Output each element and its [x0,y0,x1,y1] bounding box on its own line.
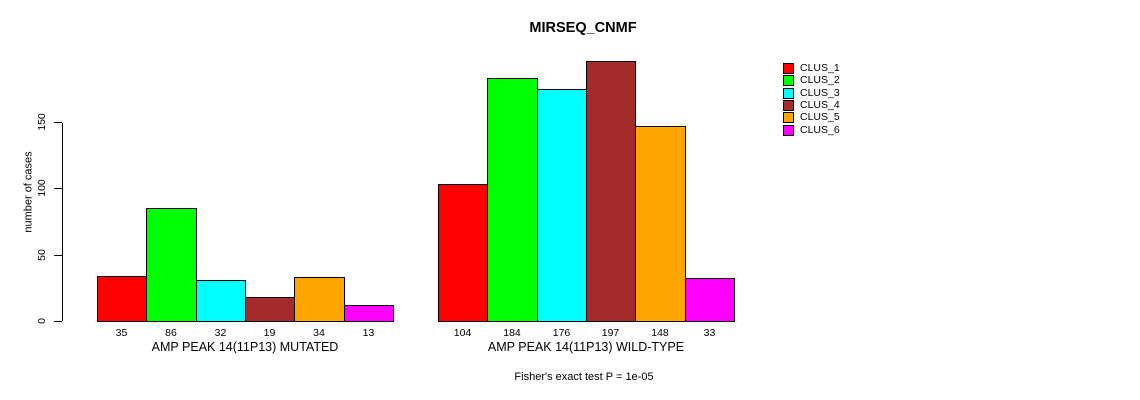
bar-value-label: 197 [601,327,620,339]
group-axis-label: AMP PEAK 14(11P13) WILD-TYPE [487,340,685,354]
legend-label-clus_2: CLUS_2 [800,74,840,87]
y-tick [54,321,62,322]
legend-swatch-clus_1 [783,63,794,74]
bar-value-label: 34 [313,327,325,339]
bar-clus_2 [146,208,197,322]
y-tick [54,255,62,256]
bar-clus_5 [635,126,686,322]
bar-value-label: 13 [362,327,375,339]
legend-label-clus_1: CLUS_1 [800,62,840,74]
legend-swatch-clus_5 [783,112,794,124]
legend-swatch-clus_2 [783,75,794,87]
y-axis-line [62,123,63,321]
bar-clus_6 [344,305,394,322]
bar-value-label: 32 [214,327,227,339]
bar-value-label: 104 [453,327,472,339]
bar-clus_4 [245,297,295,322]
legend-label-clus_3: CLUS_3 [800,86,840,99]
bar-value-label: 86 [165,327,177,339]
legend-label-clus_4: CLUS_4 [800,98,840,111]
bar-clus_3 [537,89,587,322]
y-tick [54,122,62,123]
y-tick [54,188,62,189]
chart-title: MIRSEQ_CNMF [529,20,637,36]
bar-clus_4 [586,61,636,322]
bar-clus_1 [97,276,147,322]
bar-clus_1 [438,184,488,322]
bar-value-label: 148 [651,327,669,339]
bar-value-label: 33 [703,327,716,339]
bar-clus_5 [294,277,345,322]
legend-label-clus_5: CLUS_5 [800,111,840,124]
legend-swatch-clus_3 [783,87,794,99]
footnote: Fisher's exact test P = 1e-05 [514,371,654,383]
bar-clus_6 [685,278,735,322]
bar-value-label: 176 [552,327,571,339]
bar-value-label: 35 [115,327,128,339]
legend-label-clus_6: CLUS_6 [800,123,840,136]
legend-swatch-clus_6 [783,124,794,136]
bar-value-label: 19 [263,327,276,339]
bar-clus_2 [487,78,538,322]
bar-value-label: 184 [503,327,521,339]
group-axis-label: AMP PEAK 14(11P13) MUTATED [151,340,339,354]
legend-swatch-clus_4 [783,99,794,111]
bar-clus_3 [196,280,246,322]
